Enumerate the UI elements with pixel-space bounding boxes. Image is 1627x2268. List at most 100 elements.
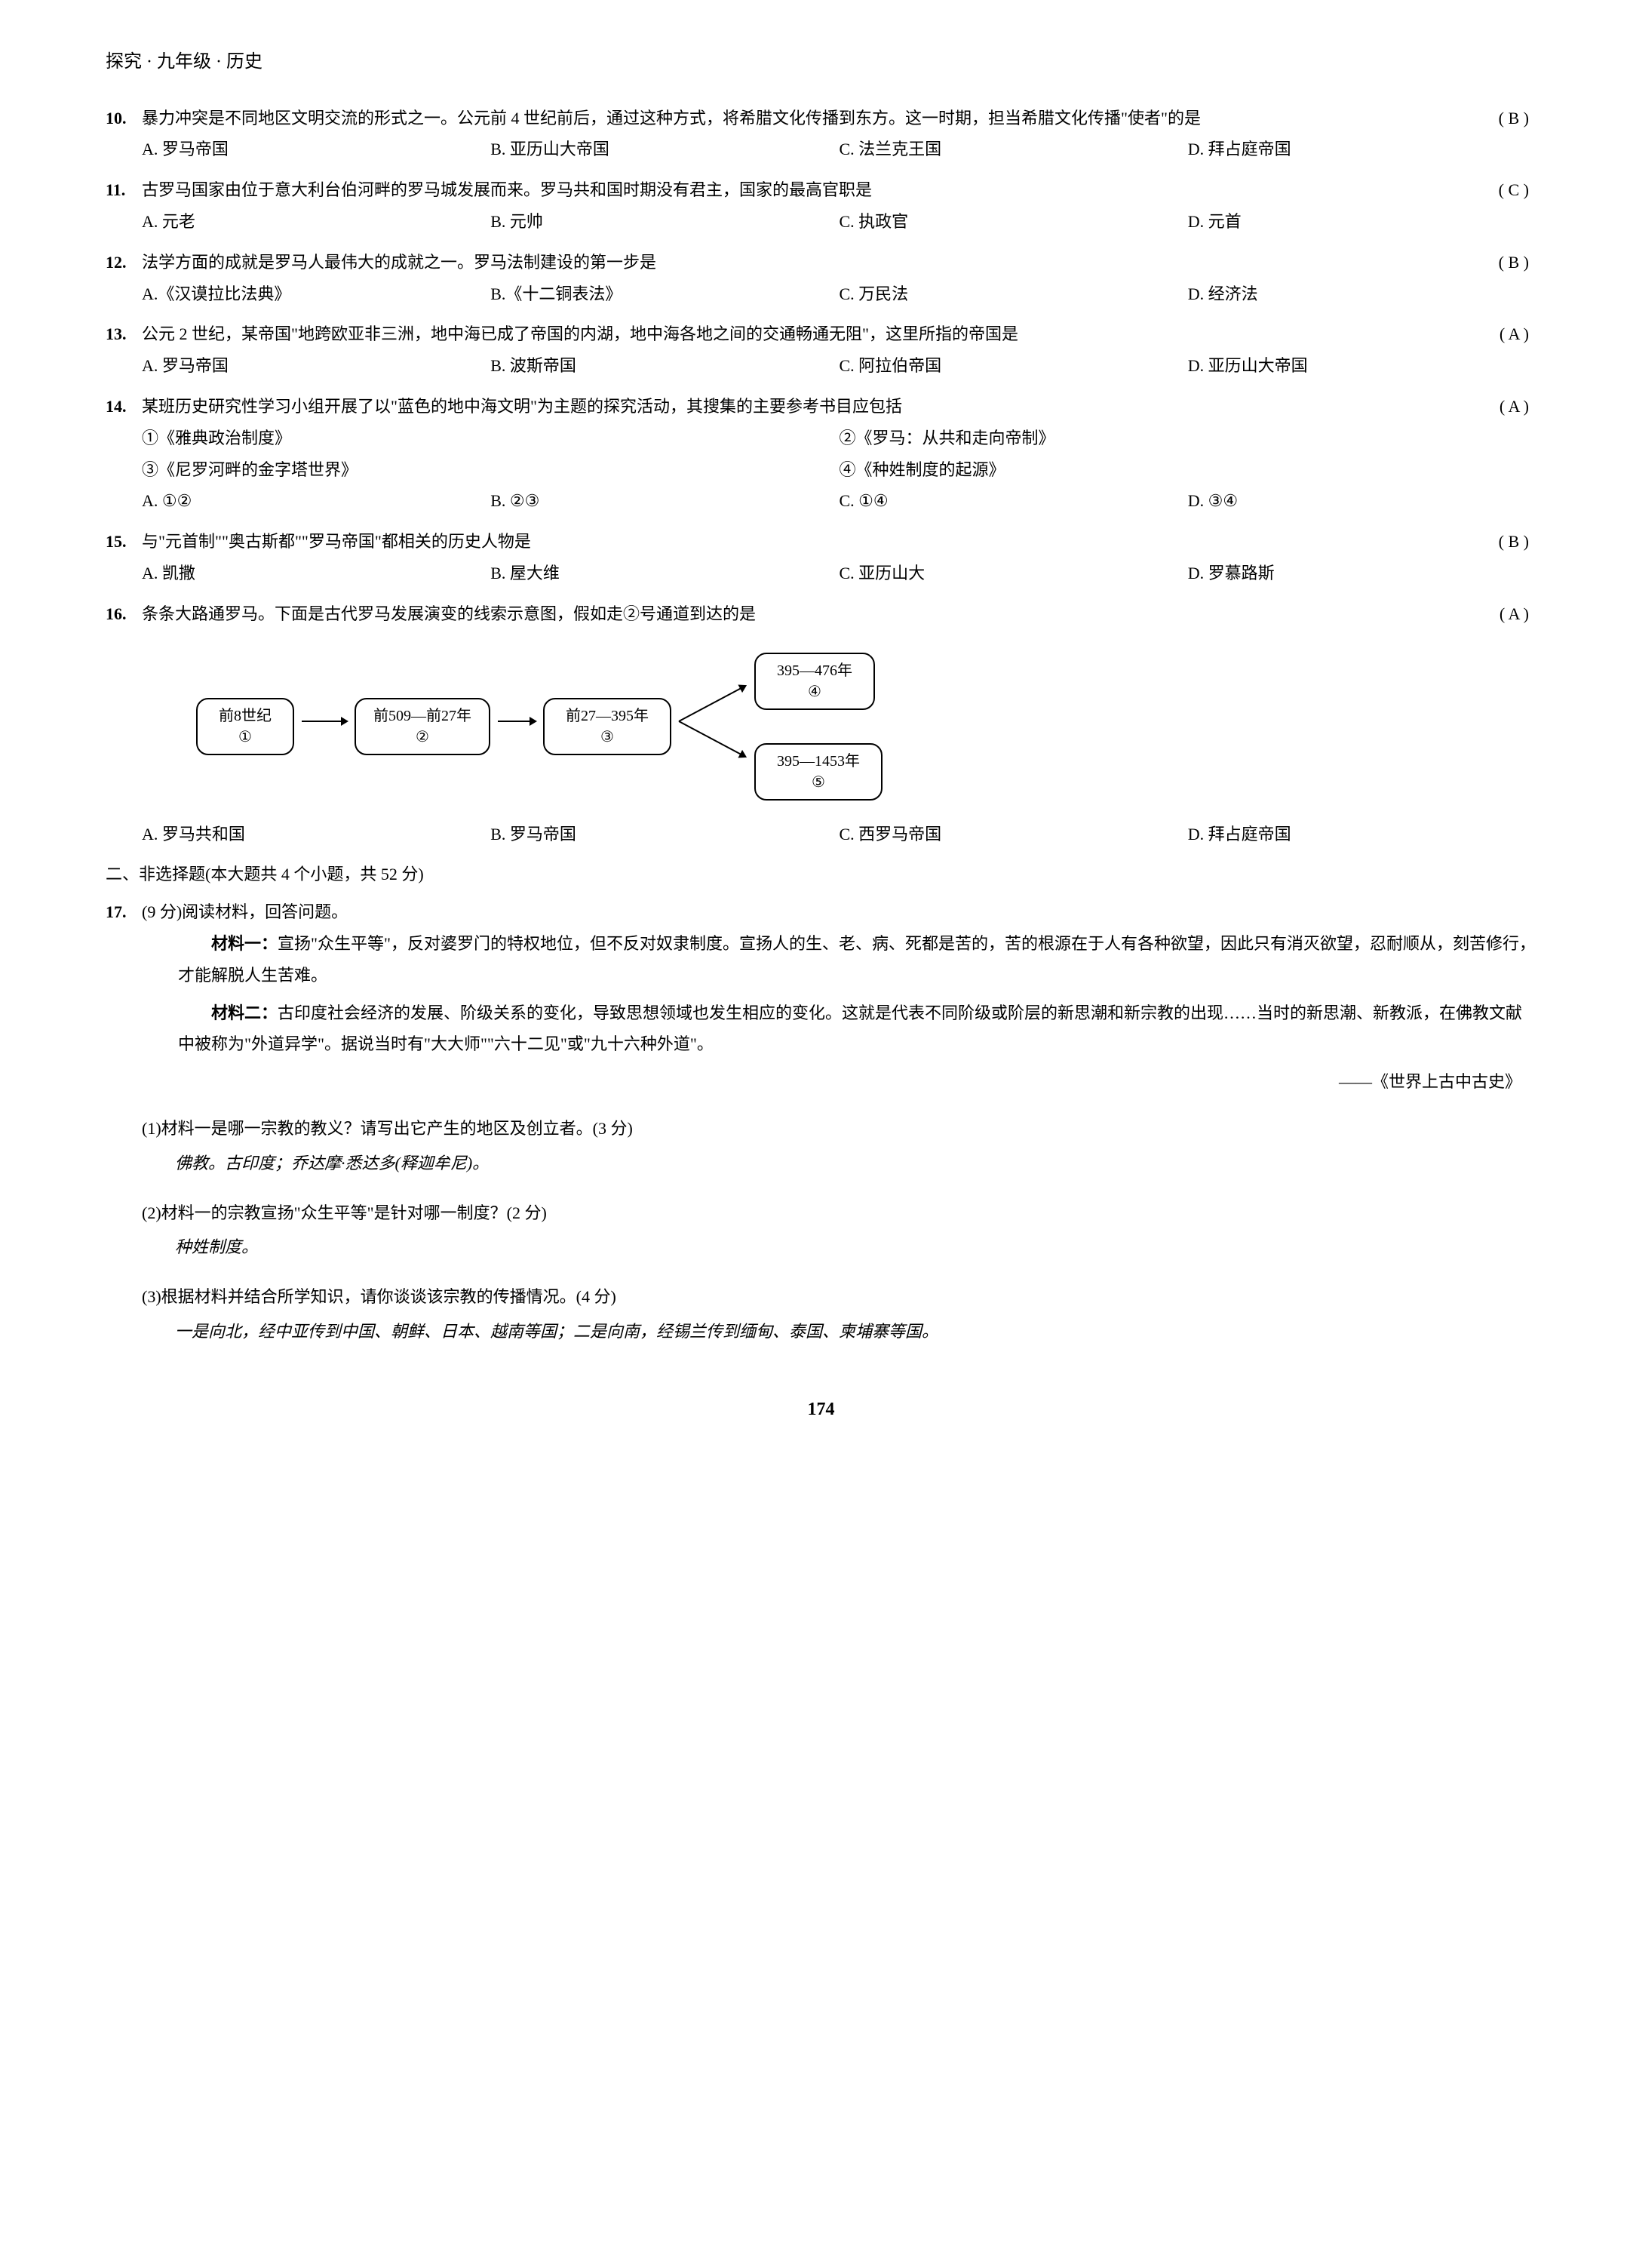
option-b: B. 罗马帝国: [490, 819, 839, 850]
node-line1: 395—1453年: [771, 751, 866, 772]
options-row: A.《汉谟拉比法典》 B.《十二铜表法》 C. 万民法 D. 经济法: [106, 278, 1536, 310]
question-number: 12.: [106, 247, 127, 278]
option-a: A.《汉谟拉比法典》: [142, 278, 490, 310]
material-1: 材料一：宣扬"众生平等"，反对婆罗门的特权地位，但不反对奴隶制度。宣扬人的生、老…: [106, 928, 1536, 991]
question-number: 15.: [106, 526, 127, 558]
option-c: C. 阿拉伯帝国: [840, 350, 1188, 382]
node-line1: 前8世纪: [213, 705, 278, 727]
question-number: 10.: [106, 103, 127, 134]
material-label: 材料一：: [211, 934, 278, 953]
options-row: A. 罗马共和国 B. 罗马帝国 C. 西罗马帝国 D. 拜占庭帝国: [106, 819, 1536, 850]
options-row: A. 罗马帝国 B. 波斯帝国 C. 阿拉伯帝国 D. 亚历山大帝国: [106, 350, 1536, 382]
option-b: B. 屋大维: [490, 558, 839, 589]
option-a: A. 罗马帝国: [142, 134, 490, 165]
question-intro: (9 分)阅读材料，回答问题。: [142, 902, 348, 921]
flowchart-diagram: 前8世纪 ① 前509—前27年 ② 前27—395年 ③ 395—476年 ④…: [196, 645, 1536, 811]
sub-option-3: ③《尼罗河畔的金字塔世界》: [142, 454, 840, 486]
option-b: B. 波斯帝国: [490, 350, 839, 382]
options-row: A. 罗马帝国 B. 亚历山大帝国 C. 法兰克王国 D. 拜占庭帝国: [106, 134, 1536, 165]
question-number: 11.: [106, 174, 125, 206]
question-12: 12. 法学方面的成就是罗马人最伟大的成就之一。罗马法制建设的第一步是 ( B …: [106, 247, 1536, 310]
sub-options: ①《雅典政治制度》 ②《罗马：从共和走向帝制》 ③《尼罗河畔的金字塔世界》 ④《…: [106, 423, 1536, 486]
diagram-node-2: 前509—前27年 ②: [355, 698, 490, 755]
material-text: 宣扬"众生平等"，反对婆罗门的特权地位，但不反对奴隶制度。宣扬人的生、老、病、死…: [178, 934, 1536, 985]
question-15: 15. 与"元首制""奥古斯都""罗马帝国"都相关的历史人物是 ( B ) A.…: [106, 526, 1536, 589]
option-c: C. 万民法: [840, 278, 1188, 310]
sub-option-2: ②《罗马：从共和走向帝制》: [840, 423, 1537, 454]
question-11: 11. 古罗马国家由位于意大利台伯河畔的罗马城发展而来。罗马共和国时期没有君主，…: [106, 174, 1536, 238]
option-d: D. 拜占庭帝国: [1188, 819, 1536, 850]
sub-question-1: (1)材料一是哪一宗教的教义？请写出它产生的地区及创立者。(3 分): [106, 1113, 1536, 1145]
diagram-node-1: 前8世纪 ①: [196, 698, 294, 755]
material-2: 材料二：古印度社会经济的发展、阶级关系的变化，导致思想领域也发生相应的变化。这就…: [106, 997, 1536, 1061]
node-line2: ③: [560, 727, 655, 748]
option-a: A. 凯撒: [142, 558, 490, 589]
sub-question-3: (3)根据材料并结合所学知识，请你谈谈该宗教的传播情况。(4 分): [106, 1281, 1536, 1313]
question-13: 13. 公元 2 世纪，某帝国"地跨欧亚非三洲，地中海已成了帝国的内湖，地中海各…: [106, 318, 1536, 382]
option-a: A. ①②: [142, 485, 490, 517]
question-body: 法学方面的成就是罗马人最伟大的成就之一。罗马法制建设的第一步是: [142, 253, 656, 272]
option-c: C. 西罗马帝国: [840, 819, 1188, 850]
question-body: 暴力冲突是不同地区文明交流的形式之一。公元前 4 世纪前后，通过这种方式，将希腊…: [142, 109, 1201, 128]
answer-slot: ( B ): [1499, 526, 1529, 558]
node-line2: ④: [771, 681, 858, 702]
arrow-icon: [679, 721, 746, 758]
node-line2: ②: [371, 727, 474, 748]
option-d: D. 亚历山大帝国: [1188, 350, 1536, 382]
material-text: 古印度社会经济的发展、阶级关系的变化，导致思想领域也发生相应的变化。这就是代表不…: [178, 1003, 1522, 1054]
page-number: 174: [106, 1393, 1536, 1427]
option-b: B. 亚历山大帝国: [490, 134, 839, 165]
options-row: A. 凯撒 B. 屋大维 C. 亚历山大 D. 罗慕路斯: [106, 558, 1536, 589]
question-number: 17.: [106, 896, 127, 928]
material-label: 材料二：: [211, 1003, 278, 1022]
option-d: D. 经济法: [1188, 278, 1536, 310]
option-c: C. 执政官: [840, 206, 1188, 238]
option-d: D. 罗慕路斯: [1188, 558, 1536, 589]
answer-slot: ( A ): [1500, 391, 1529, 423]
option-c: C. ①④: [840, 485, 1188, 517]
material-source: ——《世界上古中古史》: [106, 1066, 1536, 1098]
option-a: A. 罗马共和国: [142, 819, 490, 850]
option-d: D. ③④: [1188, 485, 1536, 517]
question-10: 10. 暴力冲突是不同地区文明交流的形式之一。公元前 4 世纪前后，通过这种方式…: [106, 103, 1536, 166]
question-body: 与"元首制""奥古斯都""罗马帝国"都相关的历史人物是: [142, 532, 531, 551]
sub-answer-3: 一是向北，经中亚传到中国、朝鲜、日本、越南等国；二是向南，经锡兰传到缅甸、泰国、…: [106, 1316, 1536, 1348]
sub-option-1: ①《雅典政治制度》: [142, 423, 840, 454]
node-line2: ⑤: [771, 772, 866, 793]
node-line1: 395—476年: [771, 660, 858, 681]
arrow-icon: [498, 721, 536, 722]
sub-question-2: (2)材料一的宗教宣扬"众生平等"是针对哪一制度？(2 分): [106, 1197, 1536, 1229]
options-row: A. ①② B. ②③ C. ①④ D. ③④: [106, 485, 1536, 517]
question-16: 16. 条条大路通罗马。下面是古代罗马发展演变的线索示意图，假如走②号通道到达的…: [106, 598, 1536, 850]
diagram-node-5: 395—1453年 ⑤: [754, 743, 883, 801]
question-body: 条条大路通罗马。下面是古代罗马发展演变的线索示意图，假如走②号通道到达的是: [142, 604, 756, 623]
node-line1: 前509—前27年: [371, 705, 474, 727]
question-14: 14. 某班历史研究性学习小组开展了以"蓝色的地中海文明"为主题的探究活动，其搜…: [106, 391, 1536, 517]
section-2-title: 二、非选择题(本大题共 4 个小题，共 52 分): [106, 859, 1536, 890]
option-d: D. 拜占庭帝国: [1188, 134, 1536, 165]
option-b: B.《十二铜表法》: [490, 278, 839, 310]
option-d: D. 元首: [1188, 206, 1536, 238]
question-number: 14.: [106, 391, 127, 423]
options-row: A. 元老 B. 元帅 C. 执政官 D. 元首: [106, 206, 1536, 238]
answer-slot: ( B ): [1499, 103, 1529, 134]
option-a: A. 元老: [142, 206, 490, 238]
sub-answer-2: 种姓制度。: [106, 1231, 1536, 1263]
page-header: 探究 · 九年级 · 历史: [106, 45, 1536, 80]
option-b: B. ②③: [490, 485, 839, 517]
answer-slot: ( A ): [1500, 318, 1529, 350]
option-c: C. 法兰克王国: [840, 134, 1188, 165]
question-number: 13.: [106, 318, 127, 350]
answer-slot: ( C ): [1499, 174, 1529, 206]
arrow-icon: [679, 685, 746, 722]
question-body: 某班历史研究性学习小组开展了以"蓝色的地中海文明"为主题的探究活动，其搜集的主要…: [142, 397, 902, 416]
node-line2: ①: [213, 727, 278, 748]
option-c: C. 亚历山大: [840, 558, 1188, 589]
diagram-node-3: 前27—395年 ③: [543, 698, 671, 755]
question-number: 16.: [106, 598, 127, 630]
answer-slot: ( A ): [1500, 598, 1529, 630]
diagram-node-4: 395—476年 ④: [754, 653, 875, 710]
node-line1: 前27—395年: [560, 705, 655, 727]
sub-answer-1: 佛教。古印度；乔达摩·悉达多(释迦牟尼)。: [106, 1148, 1536, 1179]
question-body: 公元 2 世纪，某帝国"地跨欧亚非三洲，地中海已成了帝国的内湖，地中海各地之间的…: [142, 324, 1018, 343]
